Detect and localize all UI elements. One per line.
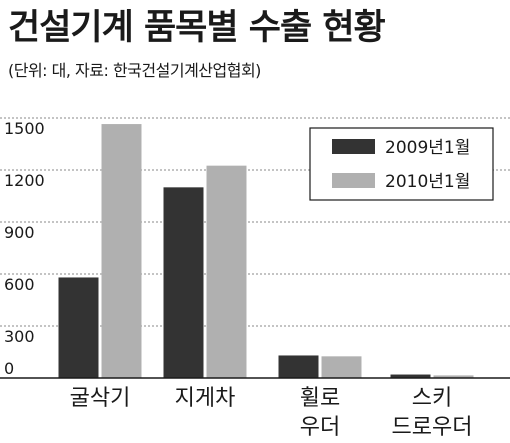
bars (58, 124, 474, 378)
bar-2009 (278, 355, 319, 378)
y-tick-label: 600 (4, 275, 35, 294)
y-axis-ticks: 0 300 600 900 1200 1500 (4, 119, 45, 378)
category-label: 스키 (412, 386, 452, 411)
unit-source-note: (단위: 대, 자료: 한국건설기계산업협회) (8, 61, 261, 80)
category-label: 우더 (300, 415, 340, 440)
legend-swatch-2010 (332, 173, 375, 188)
bar-2010 (433, 375, 474, 378)
legend-label-2009: 2009년1월 (385, 138, 470, 158)
y-tick-label: 300 (4, 327, 35, 346)
bar-2010 (321, 356, 362, 378)
legend: 2009년1월 2010년1월 (309, 127, 494, 201)
bar-2010 (101, 124, 142, 378)
category-label: 지게차 (175, 386, 236, 411)
y-tick-label: 1200 (4, 171, 45, 190)
category-label: 굴삭기 (70, 386, 131, 411)
bar-2009 (58, 277, 99, 378)
legend-swatch-2009 (332, 139, 375, 154)
category-label: 휠로 (300, 386, 340, 411)
chart-title: 건설기계 품목별 수출 현황 (8, 8, 386, 48)
bar-2010 (206, 165, 247, 378)
y-tick-label: 0 (4, 359, 14, 378)
legend-label-2010: 2010년1월 (385, 172, 470, 192)
category-label: 드로우더 (392, 415, 473, 440)
y-tick-label: 1500 (4, 119, 45, 138)
bar-2009 (390, 374, 431, 378)
y-tick-label: 900 (4, 223, 35, 242)
bar-2009 (163, 187, 204, 378)
